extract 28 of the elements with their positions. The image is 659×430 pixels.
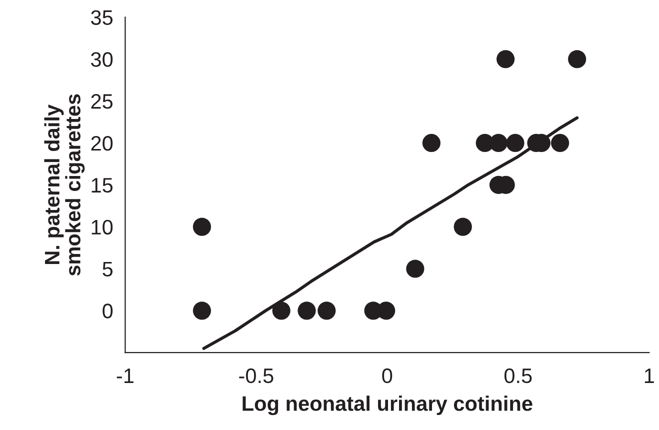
point [272,302,290,320]
y-tick-label: 10 [92,220,113,235]
x-tick-label: 1 [644,368,654,383]
y-tick-label: 35 [91,10,113,25]
y-tick-label: 0 [102,304,113,318]
x-tick-label: -0.5 [239,368,274,384]
y-tick-label: 30 [91,52,113,67]
point [550,134,570,152]
point [298,302,316,320]
x-tick-label: -1 [116,368,134,383]
y-tick-label: 5 [102,262,113,277]
point [318,302,336,320]
y-tick-label: 15 [92,178,113,193]
line-series [202,116,579,350]
point [506,134,524,152]
point [192,218,212,236]
point [422,134,440,152]
point [406,260,424,278]
y-axis-title: N. paternal daily smoked cigarettes [44,94,85,276]
point [454,218,472,236]
x-tick-label: 0.5 [504,368,532,384]
y-tick-label: 25 [91,94,113,109]
x-axis-title: Log neonatal urinary cotinine [242,396,532,416]
point [192,302,212,320]
point [496,50,515,68]
x-tick-label: 0 [382,368,392,384]
y-tick-label: 20 [91,136,113,151]
point [568,50,586,68]
